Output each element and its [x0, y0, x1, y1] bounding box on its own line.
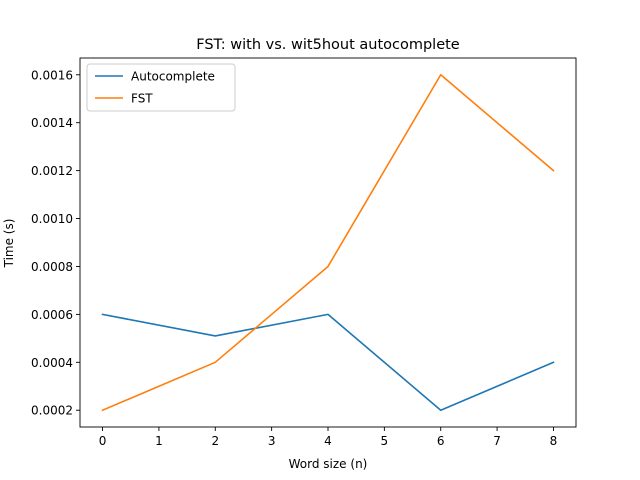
x-tick-label: 0 — [99, 434, 107, 448]
x-tick-label: 6 — [437, 434, 445, 448]
y-tick-label: 0.0010 — [31, 212, 73, 226]
x-tick-label: 3 — [268, 434, 276, 448]
legend-label-fst: FST — [131, 92, 153, 106]
x-tick-label: 5 — [381, 434, 389, 448]
x-tick-label: 4 — [324, 434, 332, 448]
y-tick-label: 0.0012 — [31, 164, 73, 178]
y-axis-title: Time (s) — [2, 219, 16, 269]
y-tick-label: 0.0002 — [31, 404, 73, 418]
y-tick-label: 0.0008 — [31, 260, 73, 274]
x-tick-label: 2 — [211, 434, 219, 448]
legend-box — [86, 63, 236, 112]
x-tick-label: 8 — [550, 434, 558, 448]
x-axis-title: Word size (n) — [289, 457, 368, 471]
plot-area: 0 1 2 3 4 5 6 7 8 0.0002 0.0004 0.0006 0.0008 0.0010 0… — [31, 57, 577, 448]
y-tick-label: 0.0014 — [31, 116, 73, 130]
y-tick-label: 0.0016 — [31, 68, 73, 82]
series-line-autocomplete — [101, 313, 555, 412]
x-tick-label: 7 — [493, 434, 501, 448]
legend-label-autocomplete: Autocomplete — [131, 70, 215, 84]
chart-title: FST: with vs. wit5hout autocomplete — [196, 37, 460, 53]
plot-frame — [79, 57, 577, 428]
series-line-fst — [101, 73, 555, 412]
x-tick-label: 1 — [155, 434, 163, 448]
y-tick-label: 0.0004 — [31, 356, 73, 370]
y-tick-label: 0.0006 — [31, 308, 73, 322]
